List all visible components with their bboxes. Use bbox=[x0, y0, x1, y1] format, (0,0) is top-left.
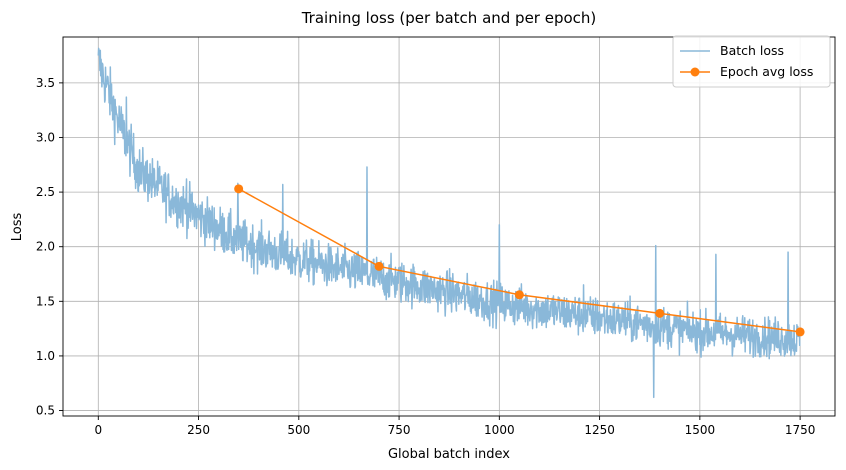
y-tick-label: 1.0 bbox=[36, 349, 55, 363]
x-tick-label: 1250 bbox=[584, 423, 615, 437]
legend-epoch-marker bbox=[690, 67, 700, 77]
grid bbox=[63, 37, 835, 416]
legend-batch-label: Batch loss bbox=[720, 43, 784, 58]
epoch-avg-loss-point bbox=[374, 261, 384, 271]
batch-loss-series bbox=[97, 47, 801, 399]
batch-loss-line bbox=[97, 47, 801, 399]
y-tick-label: 2.5 bbox=[36, 185, 55, 199]
x-tick-label: 1750 bbox=[785, 423, 816, 437]
epoch-avg-loss-point bbox=[655, 308, 665, 318]
legend: Batch loss Epoch avg loss bbox=[672, 35, 831, 88]
chart-title: Training loss (per batch and per epoch) bbox=[301, 9, 597, 27]
y-axis-label: Loss bbox=[10, 213, 25, 242]
x-tick-label: 1500 bbox=[685, 423, 716, 437]
epoch-avg-loss-point bbox=[514, 290, 524, 300]
legend-epoch-label: Epoch avg loss bbox=[720, 64, 813, 79]
x-tick-label: 0 bbox=[94, 423, 102, 437]
epoch-avg-loss-series bbox=[234, 184, 805, 337]
y-tick-label: 1.5 bbox=[36, 294, 55, 308]
y-tick-label: 2.0 bbox=[36, 240, 55, 254]
x-tick-label: 250 bbox=[187, 423, 210, 437]
x-axis-ticks: 0 250 500 750 1000 1250 1500 1750 bbox=[94, 416, 815, 437]
x-tick-label: 500 bbox=[287, 423, 310, 437]
epoch-avg-loss-point bbox=[234, 184, 244, 194]
y-tick-label: 3.5 bbox=[36, 76, 55, 90]
epoch-avg-loss-point bbox=[795, 327, 805, 337]
y-tick-label: 0.5 bbox=[36, 404, 55, 418]
y-axis-ticks: 0.5 1.0 1.5 2.0 2.5 3.0 3.5 bbox=[36, 76, 63, 418]
plot-frame bbox=[62, 36, 836, 417]
legend-box bbox=[672, 35, 831, 88]
x-axis-label: Global batch index bbox=[388, 447, 510, 462]
y-tick-label: 3.0 bbox=[36, 130, 55, 144]
x-tick-label: 750 bbox=[388, 423, 411, 437]
x-tick-label: 1000 bbox=[484, 423, 515, 437]
